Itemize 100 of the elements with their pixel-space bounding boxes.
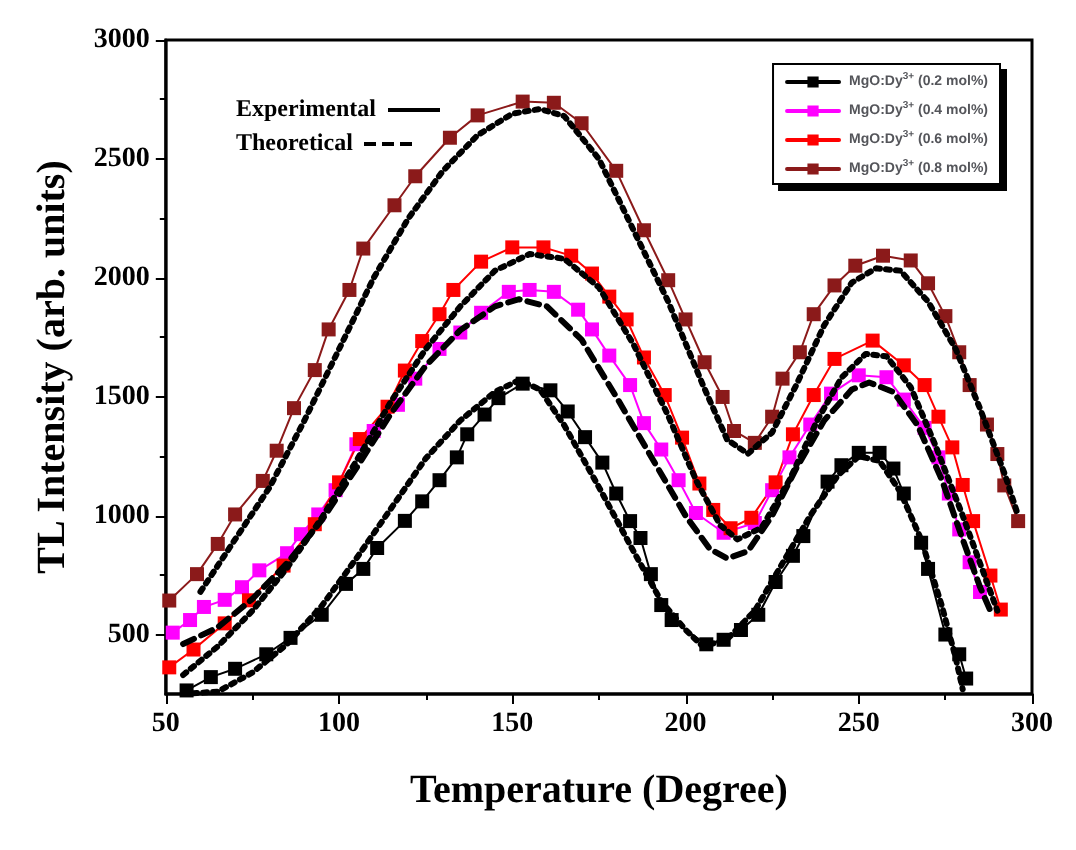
point <box>432 473 447 488</box>
point <box>460 427 475 442</box>
point <box>470 108 485 123</box>
x-tick-label: 150 <box>491 709 534 739</box>
point <box>623 514 638 529</box>
x-tick-label: 250 <box>837 709 880 739</box>
point <box>609 486 624 501</box>
point <box>477 407 492 422</box>
y-tick-label: 500 <box>107 619 150 650</box>
point <box>921 276 936 291</box>
point <box>501 284 516 299</box>
point <box>865 333 880 348</box>
point <box>397 513 412 528</box>
point <box>449 450 464 465</box>
point <box>446 282 461 297</box>
point <box>228 507 243 522</box>
point <box>165 625 180 640</box>
point <box>945 440 960 455</box>
point <box>602 348 617 363</box>
point <box>342 282 357 297</box>
point <box>782 450 797 465</box>
point <box>578 430 593 445</box>
point <box>196 599 211 614</box>
point <box>1011 514 1026 529</box>
point <box>678 312 693 327</box>
annotation: Experimental <box>236 94 376 124</box>
point <box>661 273 676 288</box>
point <box>162 593 177 608</box>
y-tick-label: 3000 <box>93 25 150 55</box>
point <box>235 580 250 595</box>
point <box>688 506 703 521</box>
point <box>442 130 457 145</box>
point <box>515 94 530 109</box>
point <box>584 322 599 337</box>
point <box>287 401 301 416</box>
point <box>785 427 800 442</box>
point <box>307 363 322 378</box>
point <box>636 416 651 431</box>
point <box>879 370 894 385</box>
point <box>189 567 204 582</box>
y-tick-label: 1000 <box>93 500 150 531</box>
point <box>848 258 863 273</box>
point <box>505 240 520 255</box>
point <box>408 169 423 184</box>
point <box>546 95 561 110</box>
point <box>356 561 371 576</box>
x-tick-label: 300 <box>1011 709 1053 739</box>
point <box>896 358 911 373</box>
point <box>827 278 842 293</box>
point <box>387 198 402 213</box>
point <box>560 404 575 419</box>
point <box>522 282 537 297</box>
point <box>321 322 336 337</box>
point <box>806 388 821 403</box>
point <box>269 443 284 458</box>
point <box>827 351 842 366</box>
point <box>872 445 887 460</box>
point <box>595 455 610 470</box>
y-axis-title: TL Intensity (arb. units) <box>30 160 74 574</box>
point <box>571 302 586 317</box>
point <box>203 670 218 685</box>
point <box>715 389 730 404</box>
point <box>370 540 385 555</box>
y-tick-label: 2000 <box>93 262 150 293</box>
point <box>474 254 489 269</box>
point <box>806 307 821 322</box>
x-tick-label: 50 <box>151 709 180 739</box>
point <box>775 371 790 386</box>
point <box>252 563 267 578</box>
point <box>671 473 686 488</box>
point <box>851 368 866 383</box>
point <box>546 284 561 299</box>
y-tick-label: 2500 <box>93 143 150 174</box>
point <box>697 355 712 370</box>
point <box>792 345 807 360</box>
point <box>876 248 891 263</box>
x-tick-label: 200 <box>664 709 707 739</box>
point <box>186 642 201 657</box>
point <box>636 223 651 238</box>
point <box>356 241 371 256</box>
x-axis-title: Temperature (Degree) <box>409 768 788 812</box>
point <box>574 116 589 131</box>
x-tick-label: 100 <box>318 709 361 739</box>
point <box>228 661 243 676</box>
point <box>210 536 225 551</box>
point <box>917 378 932 393</box>
point <box>536 240 551 255</box>
point <box>768 475 783 490</box>
point <box>654 442 669 457</box>
point <box>727 423 742 438</box>
point <box>162 660 177 675</box>
point <box>432 307 447 322</box>
point <box>931 409 946 424</box>
annotation: Theoretical <box>236 128 353 158</box>
point <box>955 477 970 492</box>
point <box>183 613 198 628</box>
point <box>633 530 648 545</box>
point <box>217 592 232 607</box>
point <box>744 510 759 525</box>
y-tick-label: 1500 <box>93 381 150 412</box>
